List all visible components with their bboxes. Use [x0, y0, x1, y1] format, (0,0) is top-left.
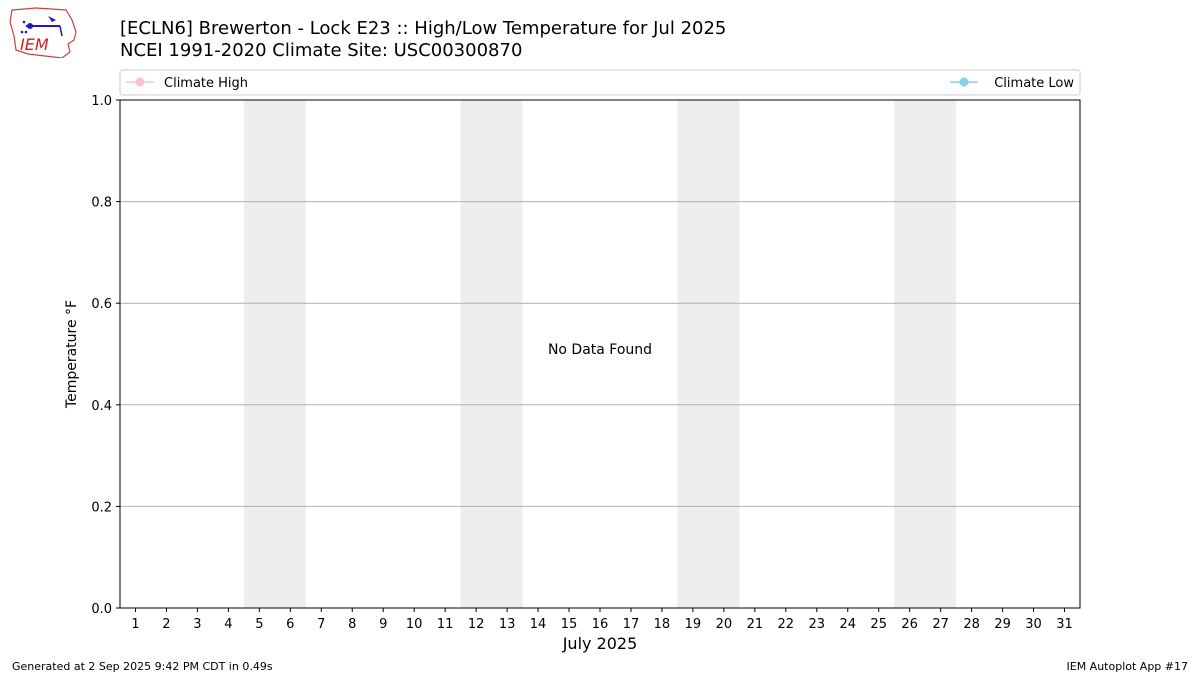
app-note: IEM Autoplot App #17	[1066, 660, 1189, 673]
title-line-2: NCEI 1991-2020 Climate Site: USC00300870	[120, 40, 523, 61]
legend-marker-climate-high	[135, 77, 145, 87]
legend: Climate High Climate Low	[119, 69, 1081, 96]
x-tick-label: 12	[468, 617, 485, 632]
weekend-band-0	[243, 100, 306, 608]
x-axis-ticks: 1 2 3 4 5 6 7 8 9 10 11 12 13 14 15 16 17 18 19 20 21 22 23 24 2…	[131, 608, 1073, 632]
x-tick-label: 2	[162, 617, 170, 632]
x-tick-label: 26	[901, 617, 918, 632]
x-tick-label: 10	[406, 617, 423, 632]
x-tick-label: 20	[716, 617, 733, 632]
legend-box	[119, 69, 1081, 96]
x-tick-label: 7	[317, 617, 325, 632]
iem-logo: IEM	[9, 7, 77, 58]
x-tick-label: 1	[131, 617, 139, 632]
y-axis-ticks: 0.0 0.2 0.4 0.6 0.8 1.0	[91, 94, 120, 617]
x-tick-label: 17	[623, 617, 640, 632]
x-tick-label: 14	[530, 617, 547, 632]
x-tick-label: 4	[224, 617, 232, 632]
x-tick-label: 29	[994, 617, 1011, 632]
y-tick-label: 0.6	[91, 297, 112, 312]
x-tick-label: 8	[348, 617, 356, 632]
x-tick-label: 19	[685, 617, 702, 632]
weekend-band-1	[460, 100, 523, 608]
x-tick-label: 22	[778, 617, 795, 632]
x-tick-label: 16	[592, 617, 609, 632]
x-tick-label: 9	[379, 617, 387, 632]
logo-text: IEM	[20, 35, 49, 54]
x-tick-label: 24	[839, 617, 856, 632]
y-tick-label: 1.0	[91, 94, 112, 109]
legend-label-climate-high: Climate High	[164, 76, 248, 91]
x-tick-label: 6	[286, 617, 294, 632]
annotation-no-data: No Data Found	[548, 342, 652, 358]
x-tick-label: 11	[437, 617, 454, 632]
x-tick-label: 13	[499, 617, 516, 632]
legend-marker-climate-low	[959, 77, 969, 87]
x-tick-label: 21	[747, 617, 764, 632]
x-tick-label: 15	[561, 617, 578, 632]
x-tick-label: 18	[654, 617, 671, 632]
x-tick-label: 31	[1056, 617, 1073, 632]
y-tick-label: 0.8	[91, 196, 112, 211]
y-tick-label: 0.4	[91, 399, 112, 414]
x-tick-label: 5	[255, 617, 263, 632]
generated-note: Generated at 2 Sep 2025 9:42 PM CDT in 0…	[12, 660, 273, 673]
legend-label-climate-low: Climate Low	[994, 76, 1074, 91]
x-tick-label: 30	[1025, 617, 1042, 632]
y-tick-label: 0.0	[91, 602, 112, 617]
weekend-band-3	[894, 100, 957, 608]
y-tick-label: 0.2	[91, 500, 112, 515]
chart-title: [ECLN6] Brewerton - Lock E23 :: High/Low…	[120, 18, 726, 62]
grid-lines	[120, 201, 1080, 507]
title-line-1: [ECLN6] Brewerton - Lock E23 :: High/Low…	[120, 18, 727, 39]
x-tick-label: 28	[963, 617, 980, 632]
weekend-bands	[243, 100, 957, 608]
x-tick-label: 25	[870, 617, 887, 632]
x-axis-label: July 2025	[562, 634, 638, 653]
x-tick-label: 3	[193, 617, 201, 632]
y-axis-label: Temperature °F	[64, 300, 80, 409]
weekend-band-2	[677, 100, 740, 608]
x-tick-label: 23	[809, 617, 826, 632]
x-tick-label: 27	[932, 617, 949, 632]
